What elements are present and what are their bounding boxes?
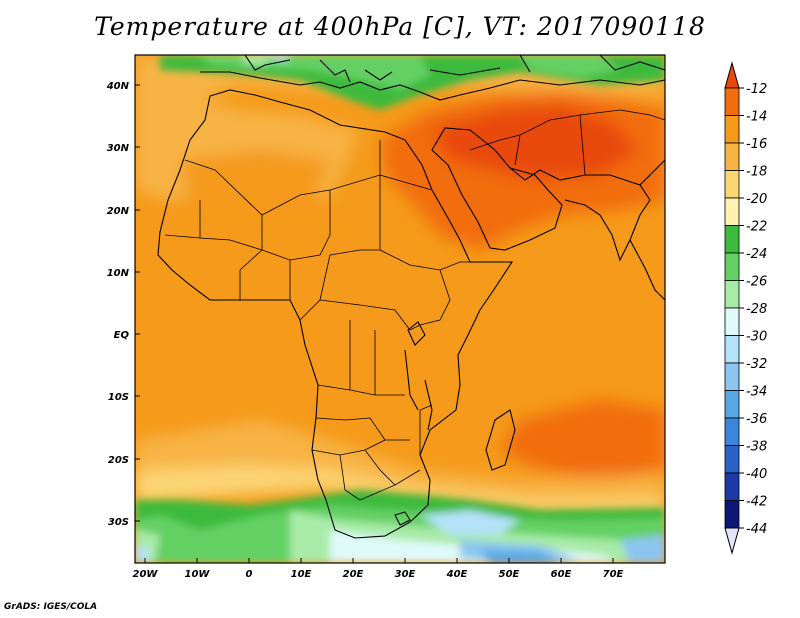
lon-label: 0 [246, 569, 253, 580]
colorbar-swatch [724, 307, 740, 336]
lon-label: 10E [291, 569, 312, 580]
lat-label: 10N [107, 268, 130, 279]
colorbar-label: -40 [746, 467, 767, 482]
colorbar-label: -14 [746, 110, 767, 125]
colorbar-label: -36 [746, 412, 767, 427]
lat-label: 20N [107, 206, 130, 217]
map-frame [134, 54, 666, 564]
colorbar-bottom-arrow [724, 527, 740, 555]
colorbar-swatch [724, 417, 740, 446]
lon-label: 20E [343, 569, 364, 580]
colorbar-label: -32 [746, 357, 767, 372]
colorbar-swatch [724, 170, 740, 199]
colorbar-label: -16 [746, 137, 767, 152]
colorbar-swatch [724, 252, 740, 281]
footer-credit: GrADS: IGES/COLA [4, 602, 98, 612]
colorbar-swatch [724, 362, 740, 391]
lon-label: 60E [551, 569, 572, 580]
lon-label: 20W [133, 569, 159, 580]
temperature-field [135, 55, 665, 563]
colorbar-label: -20 [746, 192, 767, 207]
coastlines [157, 55, 665, 539]
colorbar-label: -26 [746, 275, 767, 290]
lat-label: 30N [107, 143, 130, 154]
lat-label: 40N [106, 81, 130, 92]
colorbar-label: -28 [746, 302, 767, 317]
colorbar-swatch [724, 390, 740, 419]
colorbar-swatch [724, 197, 740, 226]
colorbar-swatch [724, 115, 740, 144]
colorbar-label: -22 [746, 220, 767, 235]
lon-label: 50E [499, 569, 520, 580]
colorbar-swatch [724, 445, 740, 474]
country-borders [164, 109, 665, 501]
colorbar-swatch [724, 500, 740, 529]
colorbar-swatch [724, 280, 740, 309]
colorbar-label: -30 [746, 330, 767, 345]
lat-label: 20S [108, 455, 129, 466]
colorbar-labels: -12 -14 -16 -18 -20 -22 -24 -26 -28 -30 -32 -34 -36 -… [739, 82, 767, 537]
lon-label: 70E [603, 569, 624, 580]
colorbar-swatch [724, 472, 740, 501]
lat-label: EQ [114, 330, 130, 341]
lon-label: 10W [185, 569, 211, 580]
colorbar-swatch [724, 225, 740, 254]
colorbar-label: -18 [746, 165, 767, 180]
colorbar-top-arrow [724, 61, 740, 89]
colorbar-label: -34 [746, 385, 767, 400]
lon-label: 40E [446, 569, 468, 580]
colorbar-swatch [724, 87, 740, 116]
colorbar-swatch [724, 335, 740, 364]
colorbar-label: -12 [746, 82, 767, 97]
colorbar-label: -24 [746, 247, 767, 262]
colorbar-label: -42 [746, 495, 767, 510]
axis-ticks [135, 84, 614, 563]
lon-label: 30E [395, 569, 416, 580]
lat-label: 30S [108, 517, 129, 528]
colorbar-swatches [724, 61, 740, 555]
lat-label: 10S [108, 392, 129, 403]
colorbar-swatch [724, 142, 740, 171]
colorbar-label: -38 [746, 440, 767, 455]
chart-title: Temperature at 400hPa [C], VT: 201709011… [94, 12, 706, 41]
colorbar-label: -44 [746, 522, 767, 537]
